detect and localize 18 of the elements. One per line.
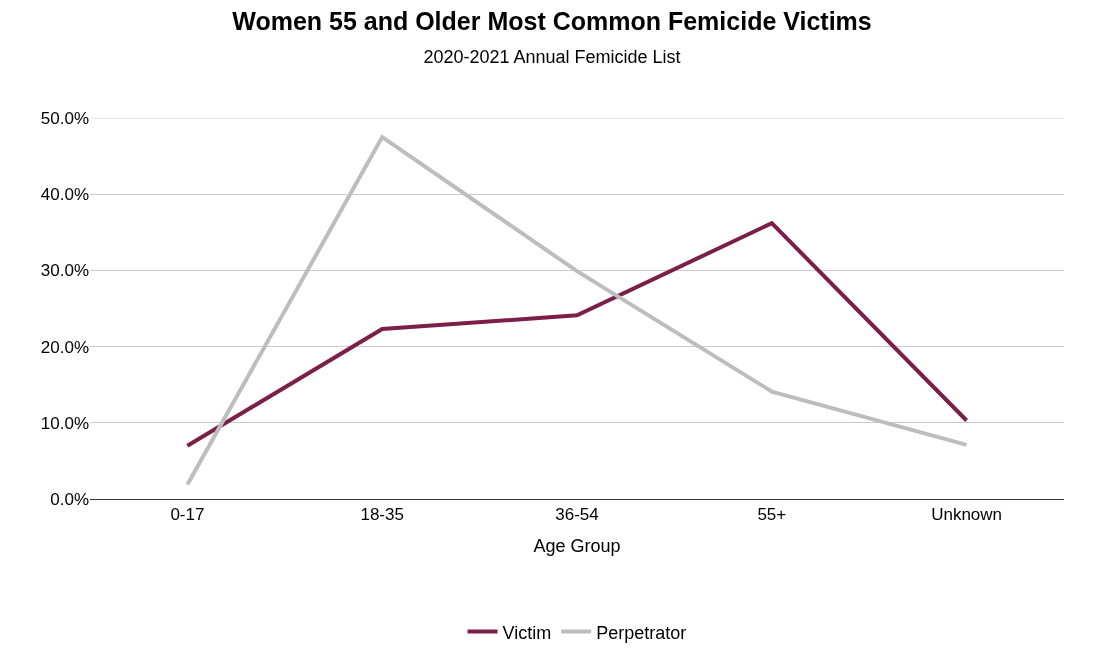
x-axis-title: Age Group [533, 535, 621, 556]
y-tick-label: 20.0% [40, 337, 89, 357]
chart-subtitle: 2020-2021 Annual Femicide List [423, 46, 681, 67]
legend-label: Perpetrator [596, 622, 687, 643]
chart-title: Women 55 and Older Most Common Femicide Victims [232, 7, 872, 35]
x-tick-label: 0-17 [170, 505, 205, 525]
x-tick-label: Unknown [931, 505, 1003, 525]
x-tick-label: 36-54 [555, 505, 599, 525]
x-tick-label: 18-35 [360, 505, 404, 525]
line-series [185, 135, 969, 487]
y-tick-label: 40.0% [40, 185, 89, 205]
x-tick-label: 55+ [757, 505, 787, 525]
line-series [185, 221, 969, 448]
y-tick-label: 50.0% [40, 108, 89, 128]
legend-label: Victim [502, 622, 552, 643]
y-tick-label: 30.0% [40, 261, 89, 281]
y-tick-label: 10.0% [40, 413, 89, 433]
y-tick-label: 0.0% [50, 489, 89, 509]
